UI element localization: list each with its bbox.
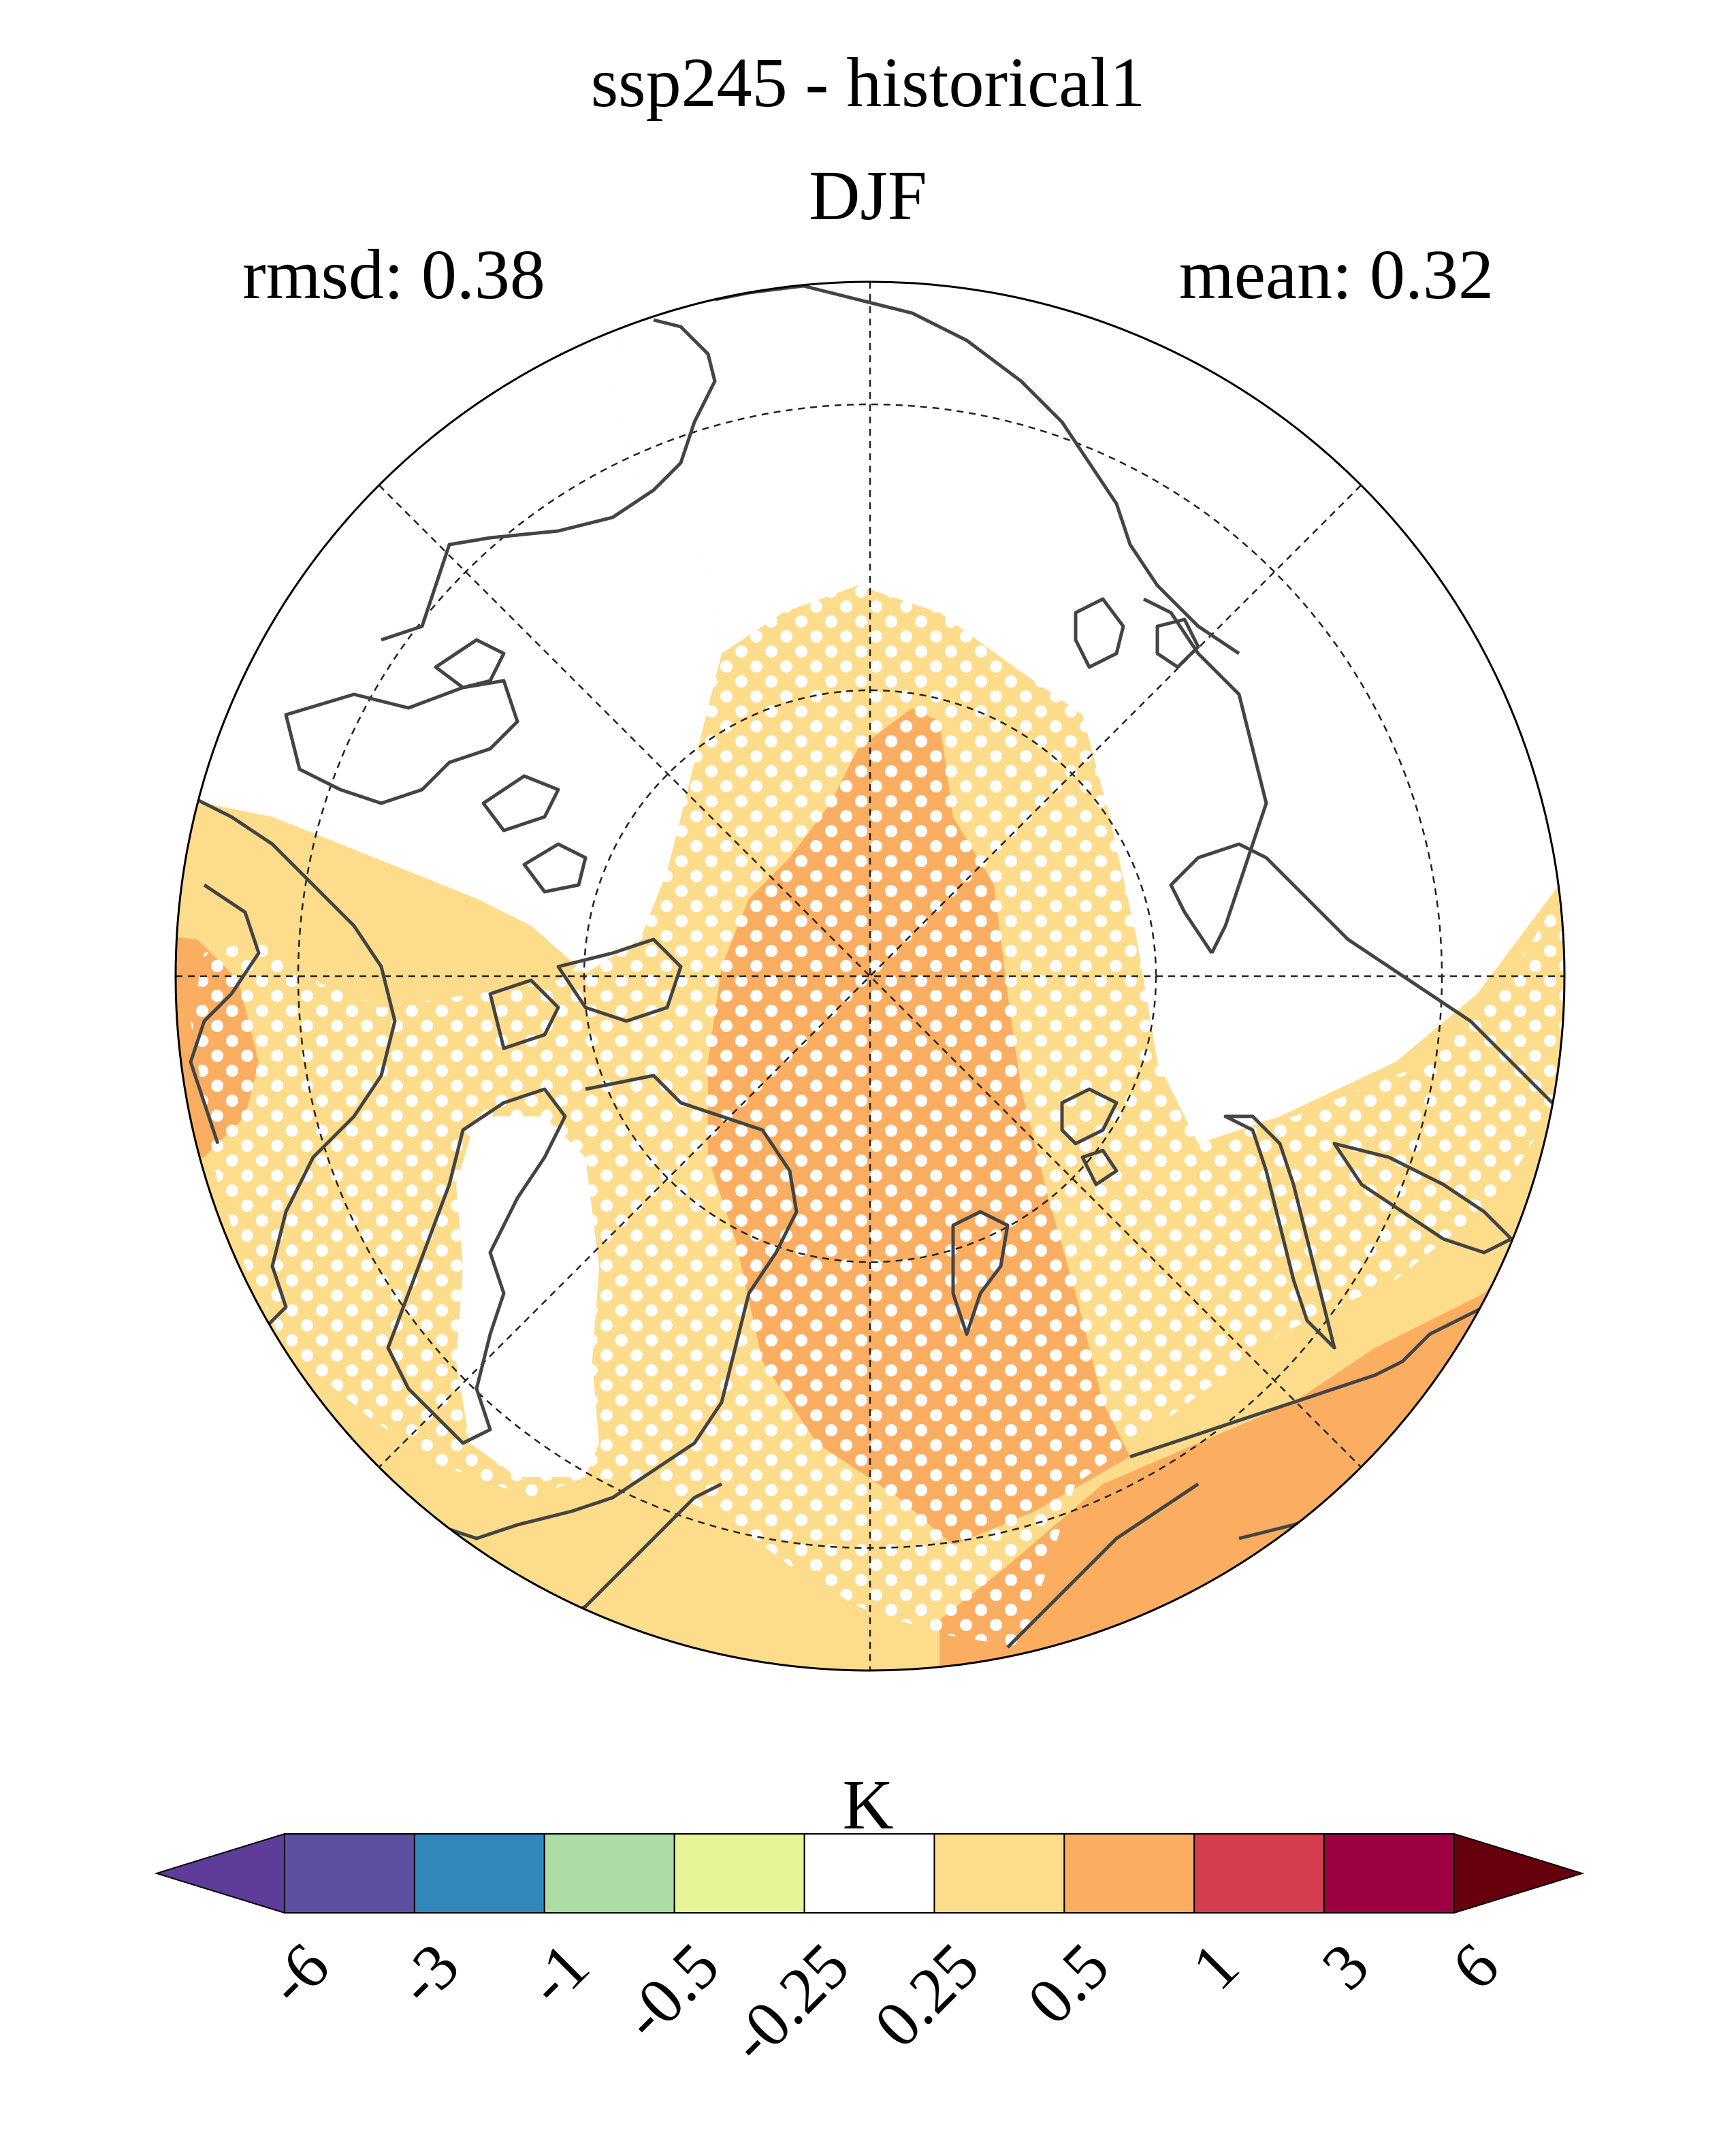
colorbar-extend-max — [1453, 1833, 1585, 1914]
map-boundary — [174, 280, 1566, 1672]
colorbar-tick-label: -0.25 — [715, 1929, 863, 2076]
colorbar-box — [543, 1833, 675, 1914]
stippling-north-atlantic — [191, 286, 1564, 1647]
colorbar-tick-label: 0.5 — [1013, 1929, 1123, 2038]
map-fill — [176, 282, 1564, 1671]
colorbar-tick-label: -0.5 — [608, 1929, 733, 2053]
colorbar-tick-label: 1 — [1178, 1929, 1253, 2003]
season-title: DJF — [809, 157, 927, 235]
plot-title: ssp245 - historical1 — [590, 44, 1146, 122]
colorbar-tick-label: 0.25 — [861, 1929, 993, 2061]
graticule — [176, 282, 1564, 1671]
colorbar-tick-label: 3 — [1308, 1929, 1383, 2003]
colorbar: -6 -3 -1 -0.5-0.250.25 0.5 1 3 6 — [154, 1833, 1585, 2076]
colorbar-box — [933, 1833, 1065, 1914]
colorbar-box — [673, 1833, 805, 1914]
colorbar-box — [803, 1833, 935, 1914]
rmsd-label: rmsd: 0.38 — [242, 236, 545, 314]
colorbar-tick-label: -6 — [253, 1929, 342, 2018]
colorbar-tick-label: -1 — [513, 1929, 602, 2018]
colorbar-tick-label: 6 — [1438, 1929, 1513, 2003]
colorbar-box — [413, 1833, 545, 1914]
colorbar-extend-min — [154, 1833, 285, 1914]
colorbar-box — [1323, 1833, 1455, 1914]
colorbar-box — [1193, 1833, 1325, 1914]
mean-label: mean: 0.32 — [1178, 236, 1494, 314]
colorbar-unit-label: K — [842, 1766, 894, 1844]
colorbar-box — [1063, 1833, 1195, 1914]
colorbar-tick-label: -3 — [383, 1929, 472, 2018]
colorbar-box — [284, 1833, 415, 1914]
coastlines — [176, 284, 1554, 1649]
